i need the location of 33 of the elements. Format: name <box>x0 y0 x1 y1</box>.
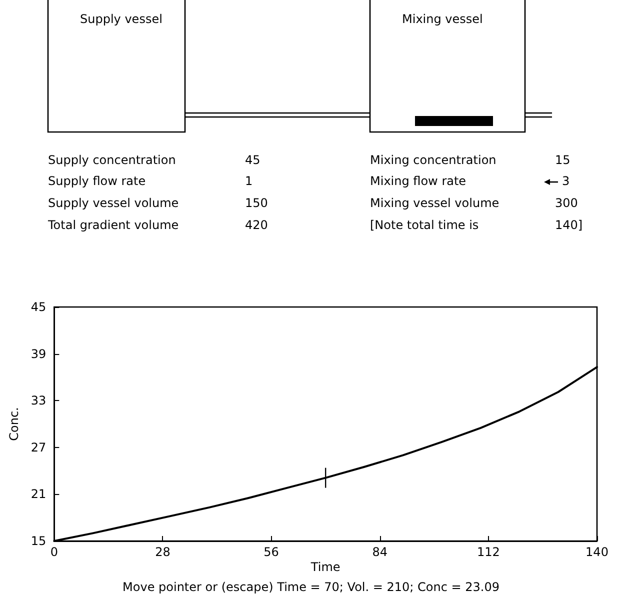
y-axis-title: Conc. <box>7 407 21 441</box>
x-tick-label: 28 <box>155 545 170 559</box>
text: Supply flow rate <box>48 174 146 188</box>
text: Mixing concentration <box>370 153 496 167</box>
text: 140] <box>555 218 583 232</box>
text: 1 <box>245 174 253 188</box>
text: 3 <box>562 174 570 188</box>
y-tick-label: 33 <box>30 394 46 408</box>
text: Mixing flow rate <box>370 174 466 188</box>
y-tick-label: 21 <box>30 487 46 502</box>
x-tick-label: 112 <box>476 545 500 559</box>
text: 150 <box>245 196 268 210</box>
text: 300 <box>555 196 578 210</box>
text: Total gradient volume <box>47 218 179 232</box>
y-tick-label: 39 <box>30 346 46 361</box>
x-tick-label: 84 <box>372 545 388 559</box>
text: Supply vessel volume <box>48 196 179 210</box>
y-tick-label: 45 <box>30 300 46 314</box>
y-tick-label: 15 <box>30 534 46 548</box>
text: 45 <box>245 153 260 167</box>
x-tick-label: 140 <box>586 545 608 559</box>
text: Mixing vessel volume <box>370 196 500 210</box>
text: Supply concentration <box>48 153 176 167</box>
x-tick-label: 56 <box>264 545 279 559</box>
text: Mixing vessel <box>402 12 483 26</box>
text: Supply vessel <box>80 12 162 26</box>
x-tick-label: 0 <box>50 545 58 559</box>
y-tick-label: 27 <box>30 440 46 454</box>
x-axis-title: Time <box>310 560 340 574</box>
text: [Note total time is <box>370 218 479 232</box>
text: 420 <box>245 218 268 232</box>
text: 15 <box>555 153 570 167</box>
text: Move pointer or (escape) Time = 70; Vol. = 210; Conc = 23.09 <box>122 580 500 594</box>
